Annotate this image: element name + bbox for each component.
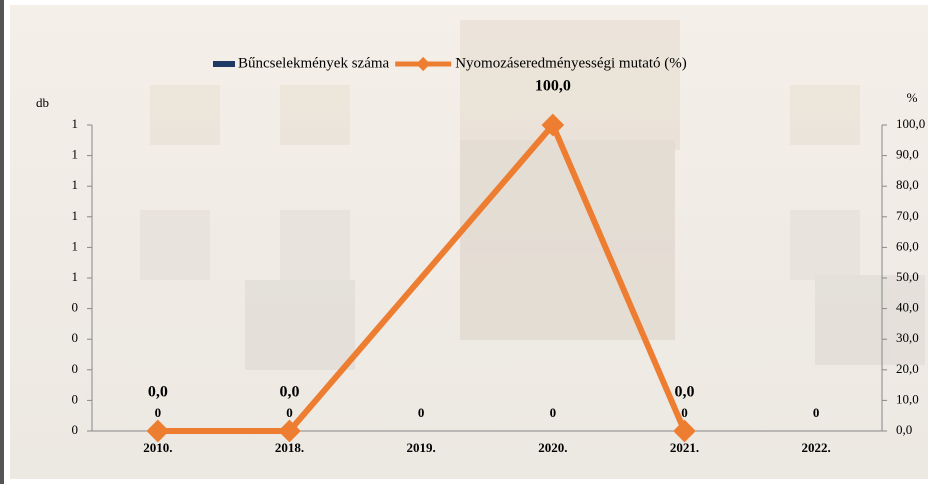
y2-axis-title: % [907, 90, 918, 105]
y-tick-label: 1 [72, 116, 79, 131]
left-edge [0, 0, 4, 484]
x-tick-label: 2018. [275, 440, 304, 455]
x-tick-label: 2019. [407, 440, 436, 455]
line-label: 100,0 [535, 78, 571, 95]
y2-tick-label: 70,0 [896, 208, 919, 223]
legend-marker [416, 56, 431, 72]
bar-label: 0 [813, 405, 820, 420]
y-axis-title: db [36, 95, 49, 110]
y2-tick-label: 30,0 [896, 330, 919, 345]
line-marker [278, 419, 301, 443]
legend-label: Nyomozáseredményességi mutató (%) [455, 55, 687, 71]
bar-label: 0 [550, 405, 557, 420]
photo-shapes [140, 20, 925, 370]
bar-label: 0 [155, 405, 162, 420]
line-label: 0,0 [280, 384, 300, 401]
x-tick-label: 2021. [670, 440, 699, 455]
y-tick-label: 0 [72, 330, 79, 345]
y-tick-label: 0 [72, 391, 79, 406]
y2-tick-label: 50,0 [896, 269, 919, 284]
y2-tick-label: 80,0 [896, 177, 919, 192]
y-tick-label: 1 [72, 177, 79, 192]
y2-tick-label: 90,0 [896, 147, 919, 162]
line-segment [287, 123, 556, 433]
legend-label: Bűncselekmények száma [238, 55, 390, 71]
bar-label: 0 [681, 405, 688, 420]
y-tick-label: 0 [72, 361, 79, 376]
y2-tick-label: 40,0 [896, 300, 919, 315]
y-tick-label: 1 [72, 238, 79, 253]
line-label: 0,0 [148, 384, 168, 401]
y-tick-label: 0 [72, 422, 79, 437]
y-tick-label: 1 [72, 208, 79, 223]
x-tick-label: 2010. [143, 440, 172, 455]
x-tick-label: 2022. [802, 440, 831, 455]
y2-tick-label: 60,0 [896, 238, 919, 253]
y2-tick-label: 20,0 [896, 361, 919, 376]
y2-tick-label: 100,0 [896, 116, 925, 131]
line-segment [550, 123, 688, 433]
line-label: 0,0 [675, 384, 695, 401]
bar-label: 0 [418, 405, 425, 420]
y-tick-label: 0 [72, 300, 79, 315]
y-tick-label: 1 [72, 269, 79, 284]
y-tick-label: 1 [72, 147, 79, 162]
legend-swatch [213, 61, 235, 67]
y2-tick-label: 10,0 [896, 391, 919, 406]
x-tick-label: 2020. [538, 440, 567, 455]
y2-tick-label: 0,0 [896, 422, 912, 437]
line-marker [673, 419, 696, 443]
bar-label: 0 [286, 405, 293, 420]
